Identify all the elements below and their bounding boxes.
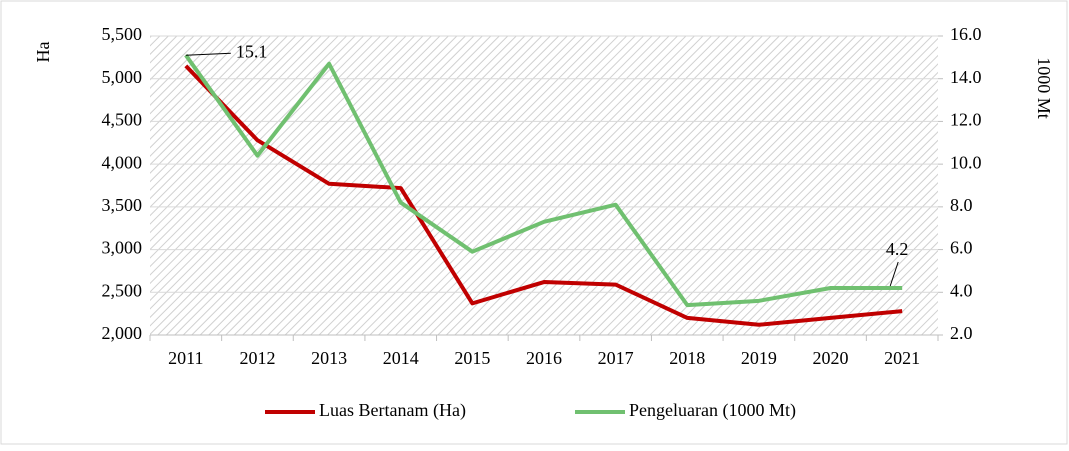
leader-line [889, 261, 899, 287]
y2-tick-label: 6.0 [950, 238, 973, 258]
y-tick-label: 3,000 [102, 238, 143, 258]
data-label: 15.1 [236, 41, 268, 61]
y2-tick-label: 4.0 [950, 280, 973, 300]
x-tick-label: 2013 [311, 348, 347, 368]
legend-label: Pengeluaran (1000 Mt) [629, 400, 796, 421]
y2-tick-label: 2.0 [950, 323, 973, 343]
y-tick-label: 5,500 [102, 24, 143, 44]
y-tick-label: 4,000 [102, 152, 143, 172]
y-tick-label: 5,000 [102, 67, 143, 87]
y2-axis-label: 1000 Mt [1034, 57, 1054, 119]
y-axis-label: Ha [33, 42, 53, 63]
x-tick-label: 2019 [741, 348, 777, 368]
series-line [184, 64, 903, 327]
y-tick-label: 4,500 [102, 110, 143, 130]
x-tick-label: 2011 [168, 348, 203, 368]
y-tick-label: 2,500 [102, 280, 143, 300]
series-line [184, 54, 903, 308]
x-tick-label: 2020 [813, 348, 849, 368]
y2-tick-label: 8.0 [950, 195, 973, 215]
x-tick-label: 2021 [884, 348, 920, 368]
y-tick-label: 2,000 [102, 323, 143, 343]
plot-area [150, 36, 938, 335]
leader-line [185, 52, 231, 56]
legend-label: Luas Bertanam (Ha) [319, 400, 466, 421]
x-tick-label: 2014 [383, 348, 419, 368]
y-tick-label: 3,500 [102, 195, 143, 215]
x-tick-label: 2016 [526, 348, 562, 368]
x-tick-label: 2017 [598, 348, 634, 368]
y2-tick-label: 10.0 [950, 152, 982, 172]
y2-tick-label: 12.0 [950, 110, 982, 130]
x-tick-label: 2015 [454, 348, 490, 368]
x-tick-label: 2018 [669, 348, 705, 368]
x-tick-label: 2012 [239, 348, 275, 368]
y2-tick-label: 16.0 [950, 24, 982, 44]
y2-tick-label: 14.0 [950, 67, 982, 87]
data-label: 4.2 [886, 239, 909, 259]
